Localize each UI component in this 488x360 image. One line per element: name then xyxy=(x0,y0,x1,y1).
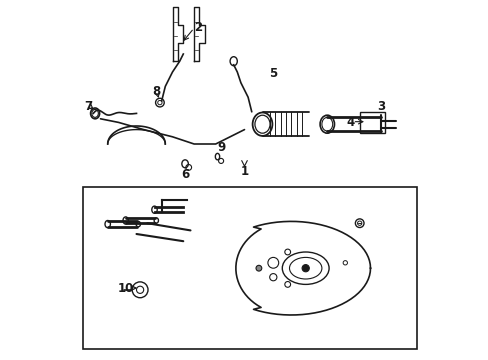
Circle shape xyxy=(256,265,261,271)
Polygon shape xyxy=(194,7,204,61)
Text: 7: 7 xyxy=(83,100,92,113)
Bar xyxy=(359,112,384,133)
Text: 2: 2 xyxy=(193,21,202,33)
Text: 10: 10 xyxy=(117,282,134,294)
Bar xyxy=(82,187,416,349)
Ellipse shape xyxy=(123,217,128,224)
Polygon shape xyxy=(172,7,183,61)
Circle shape xyxy=(302,265,309,272)
Text: 3: 3 xyxy=(376,100,385,113)
Ellipse shape xyxy=(105,220,110,228)
Text: 8: 8 xyxy=(152,85,160,98)
Text: 9: 9 xyxy=(217,141,225,154)
Text: 1: 1 xyxy=(240,165,248,177)
Ellipse shape xyxy=(151,206,157,213)
Text: 5: 5 xyxy=(268,67,277,80)
Text: 4: 4 xyxy=(346,116,354,129)
Text: 6: 6 xyxy=(181,168,189,181)
